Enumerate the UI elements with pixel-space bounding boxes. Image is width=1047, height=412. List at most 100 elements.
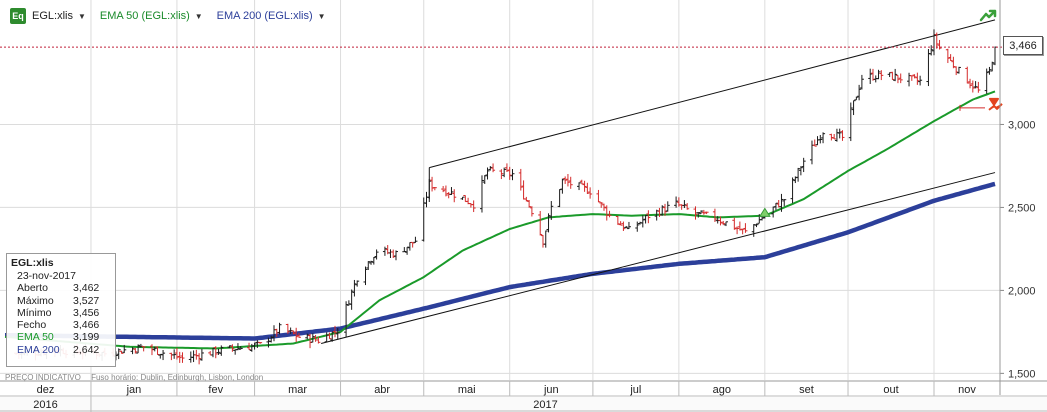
price-bar [344,301,349,338]
price-bar [890,71,895,80]
price-bar [402,247,407,253]
price-bar [732,217,737,230]
price-bar [277,322,282,335]
info-label: Máximo [17,294,54,307]
ema50-label: EMA 50 (EGL:xlis) [99,10,190,22]
price-bar [987,66,992,75]
info-date: 23-nov-2017 [17,270,76,282]
price-bar [712,208,717,222]
price-bar [934,32,939,49]
equity-icon: Eq [10,8,26,24]
price-bar [199,349,204,361]
uptrend-arrow-icon [979,9,997,22]
price-bar [704,211,709,215]
symbol-selector[interactable]: Eq EGL:xlis ▼ [0,8,86,24]
y-tick-label: 1,500 [1008,368,1036,380]
x-month-label: mai [458,384,476,396]
price-bar [560,178,565,194]
price-bar [895,74,900,84]
price-bar [502,167,507,178]
price-bar [335,328,340,340]
ema50-selector[interactable]: EMA 50 (EGL:xlis) ▼ [100,10,203,22]
price-bar [859,74,864,90]
price-bar [599,202,604,208]
price-bar [660,205,665,216]
buy-signal-icon [758,207,771,217]
price-bar [857,84,862,101]
price-bar [507,166,512,180]
ema-200-series [5,181,996,341]
price-bar [956,66,961,74]
price-bar [782,199,787,207]
price-bar [801,157,806,173]
price-bar [635,221,640,232]
ema-50-series [4,90,996,350]
price-bar [155,346,160,355]
price-bar [643,214,648,224]
price-bar [984,68,989,94]
price-bar [410,241,415,248]
price-bar [499,169,504,180]
info-label: EMA 50 [17,331,54,344]
price-bar [432,187,437,191]
price-bar [452,189,457,203]
price-bar [504,163,509,172]
info-value: 3,456 [73,306,100,319]
price-bar [330,331,335,342]
price-bar [529,206,534,217]
price-bar [654,209,659,221]
price-bar [427,178,432,203]
price-bar [721,220,726,226]
price-bar [918,75,923,86]
ema200-selector[interactable]: EMA 200 (EGL:xlis) ▼ [217,10,326,22]
price-bar [441,186,446,193]
price-bar [210,347,215,358]
price-bar [699,210,704,215]
x-month-label: set [799,384,814,396]
info-row: Aberto 3,462 [11,282,111,294]
x-month-label: jan [126,384,142,396]
price-bar [696,212,701,218]
price-bar [618,221,623,226]
price-bar [621,221,626,231]
price-bar [216,348,221,355]
timezone-label: Fuso horário: Dublin, Edinburgh, Lisbon,… [91,373,264,382]
price-bar [624,225,629,229]
price-bar [174,347,179,360]
price-bar [601,203,606,211]
x-month-label: ago [713,384,731,396]
price-bar [394,250,399,261]
price-bar [294,327,299,343]
price-bar [133,347,138,354]
x-month-label: dez [37,384,55,396]
price-bar [213,346,218,359]
price-bar [413,236,418,243]
info-row: Fecho 3,466 [11,319,111,331]
price-bar [227,345,232,349]
price-bar [585,182,590,194]
price-bar [790,177,795,204]
symbol-label: EGL:xlis [32,10,73,22]
price-bar [973,81,978,89]
price-bar [197,353,202,365]
chart-header: Eq EGL:xlis ▼ EMA 50 (EGL:xlis) ▼ EMA 20… [0,6,340,26]
price-bar [366,261,371,270]
price-bar [854,96,859,101]
price-bar [876,69,881,80]
price-bar [479,175,484,213]
price-bar [607,210,612,218]
price-bar [773,202,778,211]
price-bar [235,343,240,351]
price-bar [116,348,121,360]
price-bar [557,189,562,208]
price-bar [252,342,257,350]
price-bar [460,196,465,200]
price-bar [369,260,374,265]
price-bar [371,256,376,265]
ema-50-line [4,90,996,350]
y-tick-label: 2,000 [1008,285,1036,297]
price-bar [285,323,290,334]
last-price-tag: 3,466 [1003,36,1043,55]
